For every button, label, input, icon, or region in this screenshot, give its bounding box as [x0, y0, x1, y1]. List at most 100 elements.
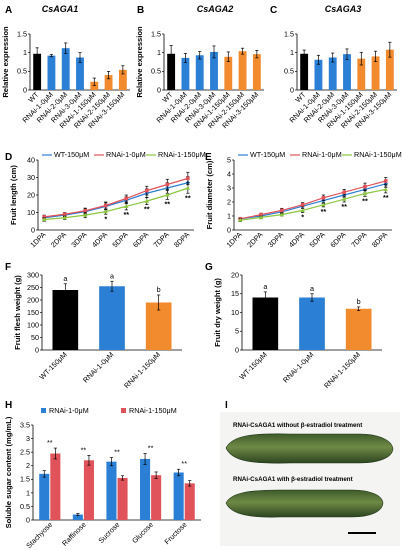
y-tick-label-h: 3.5: [20, 420, 30, 429]
y-tick-label-c: 1.5: [284, 29, 294, 38]
y-tick-label-g: 15: [231, 289, 239, 298]
y-tick-label-e: 4: [227, 169, 231, 178]
y-tick-label-c: 0: [290, 85, 294, 94]
y-tick-label-a: 1: [23, 48, 27, 57]
y-tick-label-g: 5: [235, 327, 239, 336]
bar-h: [151, 475, 162, 520]
bar-b: [210, 51, 218, 90]
y-axis-label-a: Relative expression: [1, 26, 10, 98]
x-tick-label-h: Fructose: [162, 520, 188, 546]
legend-label-d: WT-150μM: [54, 150, 89, 159]
data-point-d: [144, 188, 149, 193]
data-point-d: [124, 196, 129, 201]
bar-f: [145, 302, 172, 350]
y-tick-label-e: 5: [227, 155, 231, 164]
data-point-e: [238, 218, 243, 222]
bar-c: [357, 58, 366, 90]
bar-b: [181, 57, 190, 90]
data-point-d: [42, 215, 46, 219]
data-point-d: [186, 176, 190, 181]
x-tick-label-f: RNAi-1-150μM: [122, 350, 162, 390]
bar-c: [314, 59, 323, 90]
data-point-e: [362, 191, 368, 196]
bar-h: [39, 473, 50, 520]
significance-mark-d: *: [104, 214, 107, 223]
data-point-d: [165, 192, 170, 197]
data-point-d: [103, 209, 108, 214]
y-tick-label-f: 0: [35, 345, 39, 354]
y-tick-label-f: 300: [27, 270, 39, 279]
x-tick-label-e: 4DPA: [287, 230, 306, 249]
legend-label-h: RNAi-1-0μM: [49, 406, 89, 415]
y-tick-label-h: 0.5: [20, 502, 30, 511]
bar-h: [140, 458, 151, 520]
y-tick-label-e: 2: [227, 197, 231, 206]
bar-h: [117, 477, 128, 520]
significance-letter-g: a: [310, 284, 314, 293]
y-tick-label-a: 1.5: [17, 29, 27, 38]
bar-c: [343, 54, 351, 90]
bar-b: [167, 53, 176, 90]
data-point-e: [280, 208, 284, 213]
x-tick-label-e: 8DPA: [370, 230, 389, 249]
y-axis-label-f: Fruit flesh weight (g): [13, 275, 22, 350]
data-point-d: [62, 215, 67, 220]
bar-h: [106, 461, 117, 520]
chart-title-b: CsAGA2: [197, 4, 234, 14]
significance-mark-h: **: [148, 444, 154, 453]
x-tick-label-f: WT-150μM: [37, 350, 68, 381]
y-tick-label-e: 0: [227, 225, 231, 234]
significance-letter-g: b: [357, 297, 361, 306]
bar-g: [252, 297, 279, 350]
significance-mark-d: **: [144, 205, 150, 214]
data-point-e: [383, 187, 388, 191]
data-point-e: [321, 196, 326, 200]
cucumber-untreated: [225, 433, 394, 464]
bar-b: [238, 51, 247, 90]
panel-label-b: B: [137, 5, 144, 16]
x-tick-label-e: 2DPA: [245, 230, 264, 249]
y-tick-label-d: 10: [27, 208, 35, 217]
data-point-e: [279, 212, 285, 217]
significance-mark-d: **: [165, 199, 171, 208]
y-tick-label-b: 0.5: [151, 67, 161, 76]
panel-label-h: H: [5, 400, 12, 411]
bar-h: [72, 514, 83, 520]
legend-label-e: WT-150μM: [250, 150, 285, 159]
y-tick-label-c: 0.5: [284, 67, 294, 76]
bar-h: [83, 460, 94, 520]
series-line-d: [44, 177, 189, 218]
significance-mark-d: **: [123, 210, 129, 219]
x-tick-label-h: Sucrose: [96, 520, 121, 545]
y-tick-label-c: 1: [290, 48, 294, 57]
data-point-d: [83, 208, 88, 213]
legend-swatch-h: [121, 408, 126, 413]
legend-label-d: RNAi-1-0μM: [106, 150, 146, 159]
y-tick-label-h: 0: [26, 515, 30, 524]
significance-letter-f: a: [63, 274, 67, 283]
data-point-e: [300, 208, 305, 212]
y-tick-label-f: 150: [27, 308, 39, 317]
y-tick-label-e: 3: [227, 183, 231, 192]
y-tick-label-h: 1.5: [20, 475, 30, 484]
data-point-e: [342, 190, 346, 194]
panel-label-d: D: [5, 152, 12, 163]
x-tick-label-d: 6DPA: [131, 230, 150, 249]
y-tick-label-d: 30: [27, 173, 35, 182]
series-line-d: [44, 187, 189, 221]
data-point-e: [258, 215, 264, 219]
y-tick-label-f: 200: [27, 295, 39, 304]
bar-c: [371, 56, 380, 90]
bar-a: [47, 55, 56, 90]
x-tick-label-d: 5DPA: [110, 230, 129, 249]
y-tick-label-g: 0: [235, 345, 239, 354]
bar-h: [184, 483, 195, 520]
bar-a: [76, 57, 84, 90]
x-tick-label-e: 7DPA: [349, 230, 368, 249]
bar-f: [52, 290, 79, 350]
data-point-e: [259, 212, 263, 217]
bar-a: [118, 69, 127, 90]
y-tick-label-h: 3: [26, 434, 30, 443]
y-tick-label-b: 0: [157, 85, 161, 94]
